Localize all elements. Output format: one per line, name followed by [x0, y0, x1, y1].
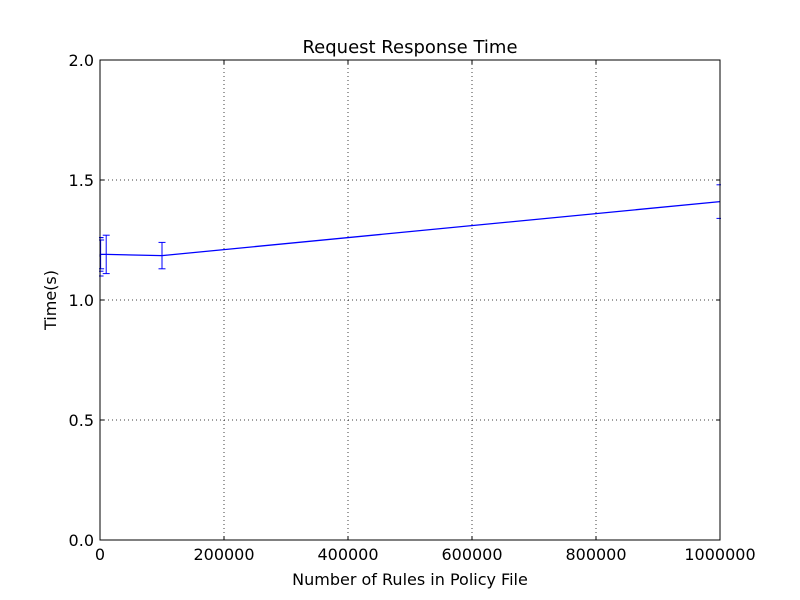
x-tick-label: 800000 [565, 545, 626, 564]
y-axis-label: Time(s) [41, 270, 60, 331]
error-bar [102, 234, 110, 275]
x-tick-labels: 0 200000 400000 600000 800000 1000000 [95, 545, 756, 564]
y-tick-label: 0.0 [69, 531, 94, 550]
error-bar [158, 241, 166, 270]
x-tick-label: 200000 [193, 545, 254, 564]
x-tick-label: 1000000 [684, 545, 755, 564]
y-tick-labels: 0.0 0.5 1.0 1.5 2.0 [69, 51, 94, 550]
y-tick-label: 0.5 [69, 411, 94, 430]
y-tick-label: 1.5 [69, 171, 94, 190]
series-layer [99, 184, 721, 277]
error-bar [99, 239, 105, 270]
grid-lines [100, 60, 720, 540]
series-line [99, 200, 721, 257]
chart-title: Request Response Time [302, 37, 517, 58]
x-tick-label: 600000 [441, 545, 502, 564]
x-tick-label: 0 [95, 545, 105, 564]
x-tick-label: 400000 [317, 545, 378, 564]
y-tick-label: 1.0 [69, 291, 94, 310]
y-tick-label: 2.0 [69, 51, 94, 70]
x-axis-label: Number of Rules in Policy File [292, 570, 528, 589]
tick-marks [99, 59, 721, 541]
